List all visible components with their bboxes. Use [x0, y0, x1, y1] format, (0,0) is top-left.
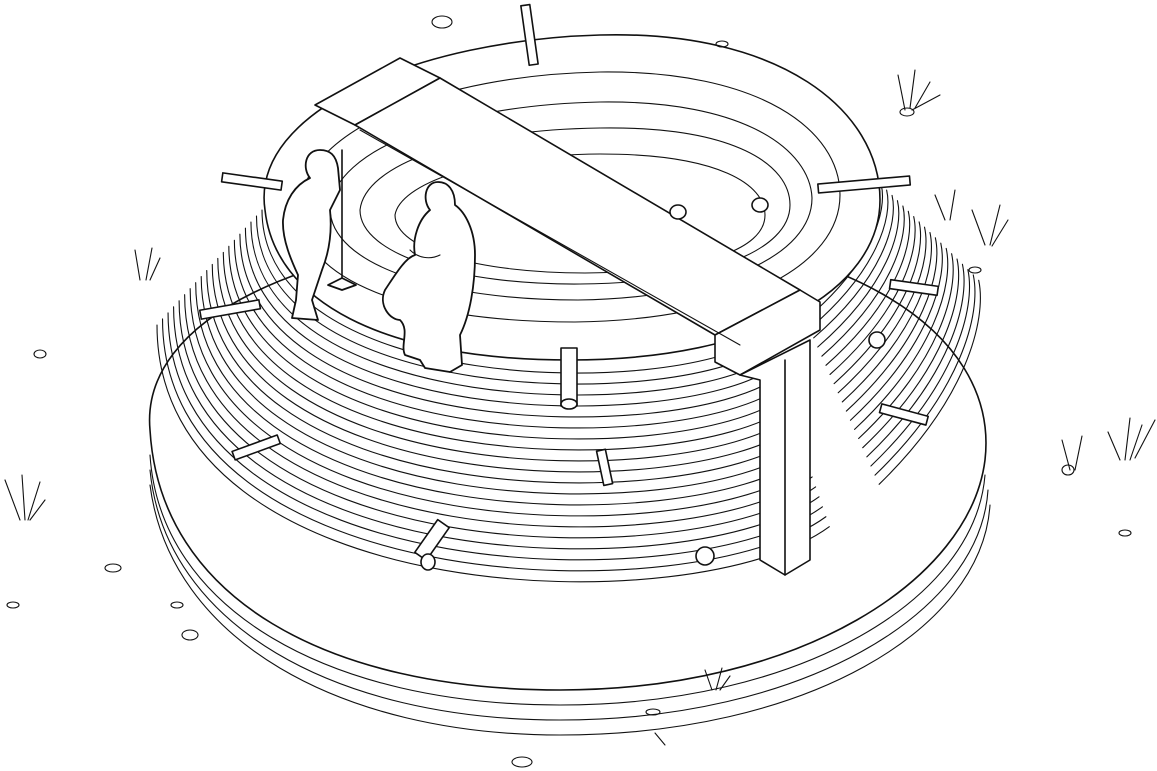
bag-course-right	[845, 237, 938, 412]
bag-course	[261, 209, 765, 374]
bag-course-right	[874, 274, 976, 476]
door-frame	[739, 339, 811, 576]
bag-course-right	[849, 242, 943, 421]
ground-details	[4, 15, 1156, 768]
earthbag-courses	[156, 178, 981, 583]
bag-course	[161, 318, 827, 572]
bag-course	[222, 251, 789, 451]
bag-course-right	[837, 226, 927, 394]
worker-right	[382, 181, 476, 373]
bag-course-right	[862, 258, 960, 449]
wall-pins	[198, 3, 940, 571]
bag-course-right	[821, 205, 905, 357]
bag-course	[206, 269, 800, 484]
bag-course	[178, 300, 817, 539]
bag-course-right	[866, 263, 965, 458]
bag-course	[250, 221, 772, 396]
bag-course-right	[878, 279, 981, 485]
bag-course	[233, 239, 782, 429]
bag-course	[167, 312, 823, 561]
bag-course	[228, 245, 786, 440]
bag-course	[184, 294, 813, 528]
bag-course-right	[813, 194, 894, 339]
bag-course-right	[854, 247, 949, 430]
bag-course-right	[817, 200, 900, 348]
worker-left	[282, 149, 357, 321]
bag-course	[156, 324, 830, 583]
bag-course-right	[841, 231, 932, 403]
bag-course-right	[809, 189, 889, 330]
bag-course-right	[825, 210, 911, 366]
bag-course	[244, 227, 776, 407]
bag-course	[200, 276, 803, 495]
bag-course	[217, 257, 793, 462]
bag-course	[211, 263, 796, 473]
bag-course	[173, 306, 820, 550]
bag-course	[189, 288, 810, 517]
bag-course	[195, 282, 806, 506]
bag-course	[255, 215, 769, 385]
bag-course	[239, 233, 779, 418]
bag-course-right	[870, 269, 971, 467]
roof-beam	[314, 57, 821, 376]
